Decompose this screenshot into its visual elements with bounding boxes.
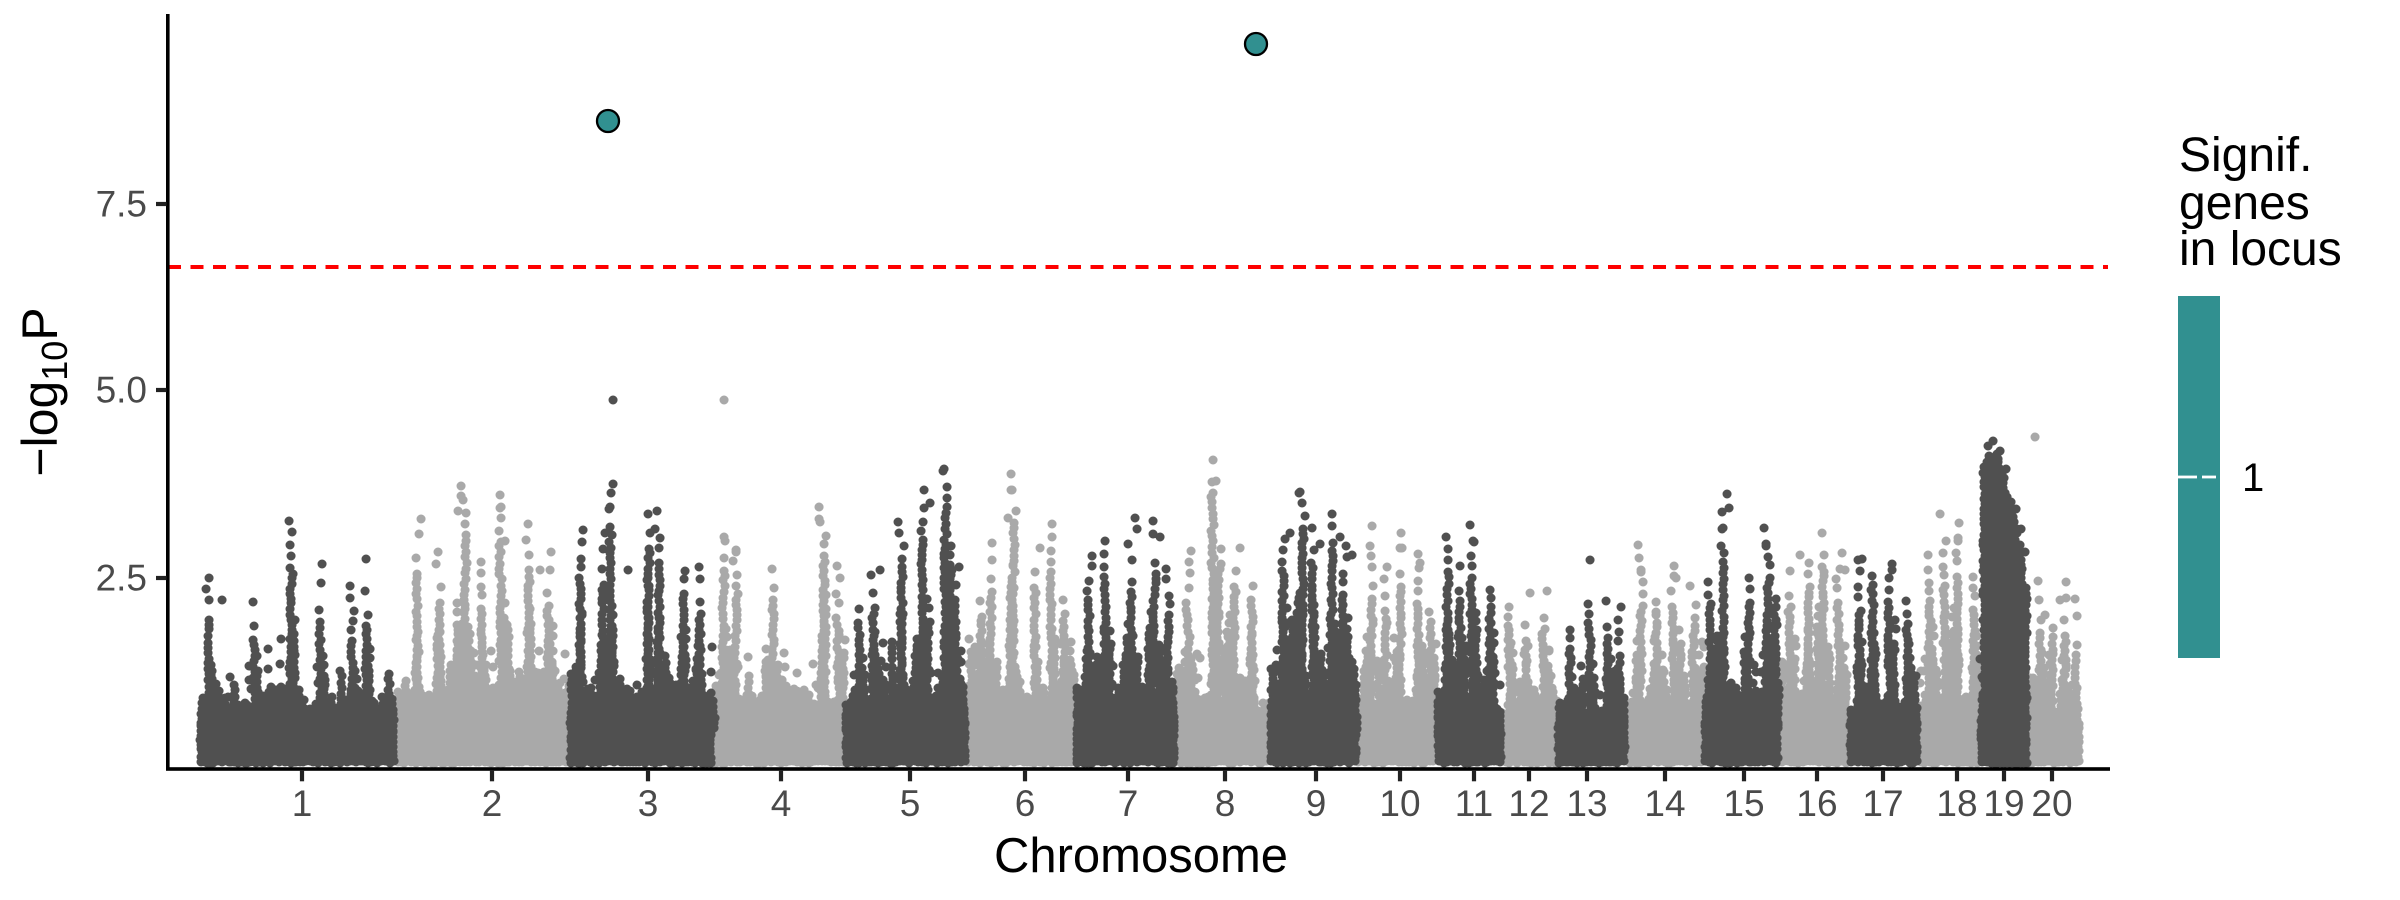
svg-text:14: 14 [1644,783,1685,824]
svg-text:17: 17 [1862,783,1903,824]
svg-text:1: 1 [2242,456,2264,500]
svg-text:11: 11 [1455,783,1493,824]
svg-text:genes: genes [2179,177,2310,230]
svg-text:16: 16 [1796,783,1837,824]
svg-text:8: 8 [1215,783,1236,824]
svg-text:20: 20 [2031,783,2072,824]
svg-text:9: 9 [1306,783,1327,824]
svg-text:18: 18 [1936,783,1977,824]
svg-text:in locus: in locus [2179,223,2342,276]
svg-text:2: 2 [482,783,503,824]
svg-text:Chromosome: Chromosome [994,829,1288,883]
svg-text:3: 3 [638,783,659,824]
svg-text:7.5: 7.5 [96,184,147,225]
svg-text:−log10P: −log10P [12,307,75,476]
svg-text:10: 10 [1379,783,1420,824]
svg-text:5: 5 [900,783,921,824]
svg-text:Signif.: Signif. [2179,129,2312,182]
svg-text:15: 15 [1723,783,1764,824]
svg-text:1: 1 [292,783,313,824]
svg-text:2.5: 2.5 [96,558,147,599]
svg-text:13: 13 [1566,783,1607,824]
svg-text:12: 12 [1508,783,1549,824]
svg-text:7: 7 [1118,783,1139,824]
svg-text:4: 4 [771,783,792,824]
svg-text:6: 6 [1015,783,1036,824]
svg-text:19: 19 [1983,783,2024,824]
svg-text:5.0: 5.0 [96,370,147,411]
